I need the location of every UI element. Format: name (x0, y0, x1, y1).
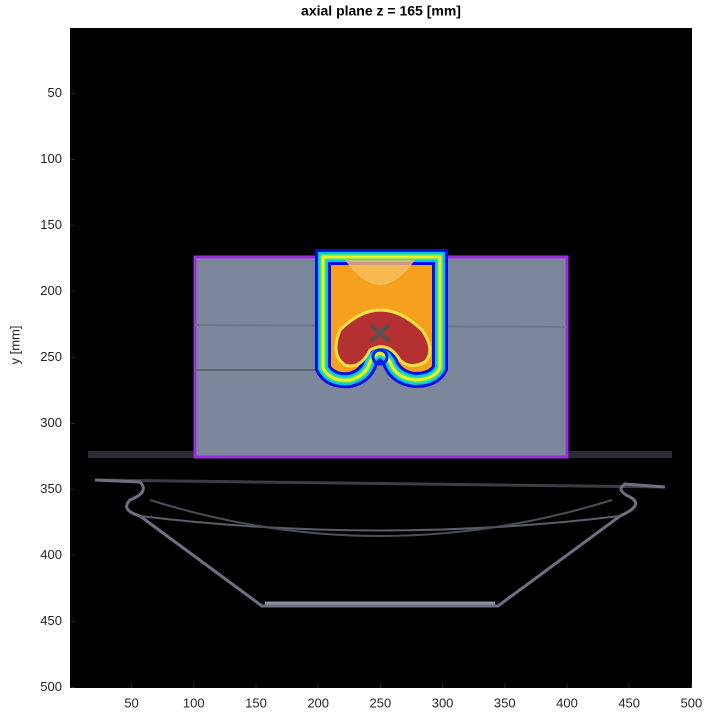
x-tick-label: 200 (307, 695, 329, 710)
y-tick-label: 100 (40, 151, 62, 166)
y-tick-label: 450 (40, 613, 62, 628)
y-tick-label: 500 (40, 679, 62, 694)
y-tick-label: 50 (48, 85, 62, 100)
y-tick-label: 200 (40, 283, 62, 298)
x-tick-label: 450 (618, 695, 640, 710)
x-tick-label: 400 (556, 695, 578, 710)
y-tick-label: 250 (40, 349, 62, 364)
x-tick-label: 250 (370, 695, 392, 710)
x-tick-label: 150 (245, 695, 267, 710)
x-tick-label: 350 (494, 695, 516, 710)
x-tick-label: 50 (124, 695, 138, 710)
x-tick-label: 300 (432, 695, 454, 710)
y-tick-label: 300 (40, 415, 62, 430)
y-axis-label: y [mm] (7, 326, 22, 365)
y-tick-label: 350 (40, 481, 62, 496)
y-tick-label: 150 (40, 217, 62, 232)
ct-image (70, 28, 692, 688)
chart-title: axial plane z = 165 [mm] (301, 3, 461, 19)
y-tick-label: 400 (40, 547, 62, 562)
x-tick-label: 100 (183, 695, 205, 710)
x-tick-label: 500 (681, 695, 703, 710)
